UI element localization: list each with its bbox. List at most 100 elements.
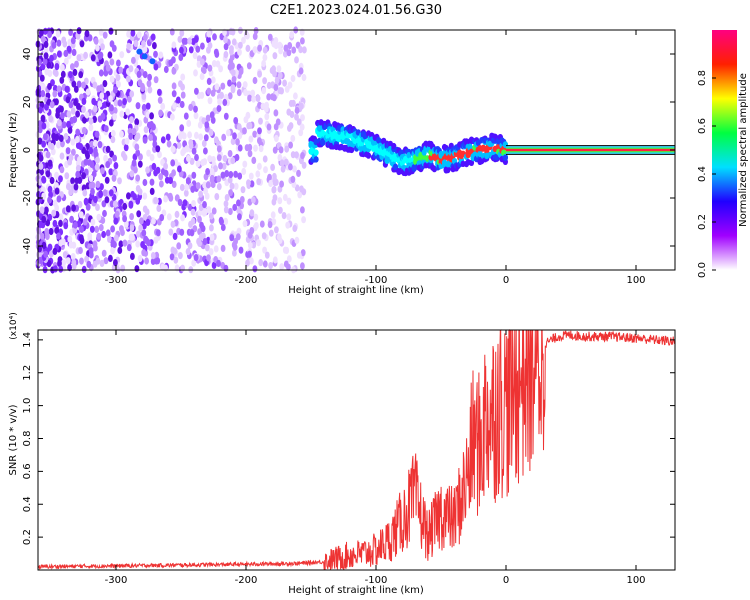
heatmap-cell	[151, 123, 156, 131]
heatmap-cell	[137, 188, 143, 196]
heatmap-cell	[297, 191, 303, 199]
heatmap-cell	[282, 79, 287, 87]
heatmap-cell	[75, 128, 81, 136]
heatmap-cell	[163, 169, 169, 178]
heatmap-cell	[502, 154, 508, 161]
heatmap-cell	[206, 36, 211, 44]
heatmap-cell	[103, 257, 109, 265]
heatmap-cell	[289, 31, 295, 39]
heatmap-cell	[99, 259, 105, 267]
heatmap-cell	[74, 176, 80, 185]
heatmap-cell	[105, 229, 111, 237]
heatmap-cell	[65, 96, 71, 104]
heatmap-cell	[262, 46, 268, 54]
heatmap-cell	[168, 176, 174, 185]
heatmap-cell	[200, 225, 206, 233]
heatmap-cell	[104, 196, 110, 204]
heatmap-cell	[136, 210, 142, 218]
heatmap-cell	[44, 103, 49, 111]
heatmap-cell	[236, 207, 242, 215]
heatmap-cell	[126, 95, 132, 103]
heatmap-cell	[97, 52, 103, 60]
heatmap-cell	[237, 132, 243, 140]
heatmap-cell	[66, 110, 72, 118]
y-tick-label: 0.4	[22, 496, 33, 512]
heatmap-cell	[230, 137, 236, 146]
colorbar-tick-label: 0.8	[697, 70, 708, 86]
heatmap-cell	[57, 259, 62, 267]
heatmap-cell	[124, 137, 130, 145]
heatmap-cell	[99, 183, 104, 191]
heatmap-cell	[230, 62, 235, 70]
heatmap-cell	[129, 90, 135, 98]
heatmap-cell	[71, 204, 76, 212]
heatmap-cell	[54, 187, 60, 195]
heatmap-cell	[82, 218, 88, 226]
heatmap-cell	[301, 216, 306, 224]
heatmap-cell	[128, 132, 134, 140]
heatmap-cell	[271, 40, 277, 48]
heatmap-cell	[172, 102, 178, 110]
heatmap-cell	[163, 162, 169, 170]
heatmap-cell	[178, 53, 184, 62]
heatmap-cell	[208, 128, 214, 137]
heatmap-cell	[101, 249, 107, 257]
heatmap-cell	[155, 166, 161, 174]
heatmap-cell	[98, 69, 104, 77]
heatmap-cell	[251, 95, 256, 103]
heatmap-cell	[142, 136, 148, 144]
heatmap-cell	[90, 218, 96, 226]
heatmap-cell	[202, 238, 208, 246]
heatmap-cell	[247, 121, 253, 130]
heatmap-cell	[262, 155, 268, 163]
heatmap-cell	[240, 186, 246, 194]
heatmap-cell	[235, 138, 240, 146]
heatmap-cell	[174, 264, 180, 272]
heatmap-cell	[242, 160, 248, 168]
heatmap-cell	[71, 148, 76, 156]
heatmap-cell	[126, 42, 132, 50]
heatmap-cell	[54, 63, 60, 71]
heatmap-cell	[244, 144, 250, 152]
x-tick-label: -300	[105, 275, 128, 286]
x-tick-label: -200	[235, 575, 258, 586]
heatmap-cell	[257, 127, 262, 135]
heatmap-cell	[189, 157, 195, 165]
heatmap-cell	[210, 116, 216, 124]
heatmap-cell	[171, 180, 177, 188]
heatmap-cell	[54, 133, 60, 142]
heatmap-cell	[180, 91, 186, 99]
heatmap-cell	[70, 37, 76, 45]
heatmap-cell	[136, 70, 142, 78]
heatmap-cell	[255, 94, 261, 102]
heatmap-cell	[85, 203, 91, 211]
heatmap-cell	[141, 249, 147, 257]
heatmap-cell	[41, 192, 47, 200]
heatmap-cell	[118, 66, 124, 74]
heatmap-cell	[467, 143, 473, 150]
heatmap-cell	[49, 101, 55, 109]
heatmap-cell	[263, 166, 268, 174]
heatmap-cell	[98, 224, 104, 232]
heatmap-cell	[105, 145, 111, 153]
heatmap-cell	[186, 119, 192, 127]
x-tick-label: -100	[365, 275, 388, 286]
heatmap-cell	[146, 149, 152, 157]
heatmap-cell	[247, 198, 253, 206]
heatmap-cell	[54, 226, 60, 235]
heatmap-cell	[252, 130, 258, 138]
heatmap-cell	[183, 189, 189, 197]
heatmap-cell	[63, 49, 69, 58]
heatmap-cell	[39, 29, 44, 37]
y-tick-label: 0.2	[22, 529, 33, 545]
heatmap-cell	[277, 154, 283, 162]
heatmap-cell	[147, 73, 153, 81]
heatmap-cell	[230, 69, 236, 77]
heatmap-cell	[220, 244, 226, 252]
heatmap-cell	[190, 185, 196, 193]
heatmap-cell	[214, 193, 220, 201]
heatmap-cell	[151, 217, 156, 225]
heatmap-cell	[63, 133, 69, 141]
heatmap-cell	[185, 177, 191, 185]
